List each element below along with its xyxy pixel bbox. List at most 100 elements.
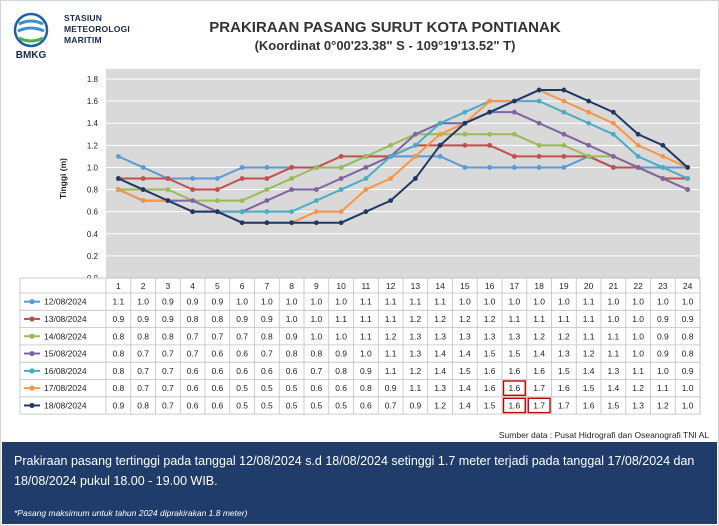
data-point [511,109,517,115]
series-line [117,111,689,213]
table-value: 0.9 [409,400,421,410]
data-point [165,176,171,181]
table-value: 1.2 [459,314,471,324]
data-point [115,153,121,159]
table-value: 1.3 [434,331,446,341]
x-tick-label: 2 [141,281,146,291]
table-value: 1.2 [583,349,595,359]
table-value: 0.7 [137,366,149,376]
data-point [165,198,171,204]
table-value: 1.2 [632,383,644,393]
data-point [685,165,691,170]
table-value: 1.2 [558,331,570,341]
data-point [635,131,641,137]
data-point [511,165,517,170]
data-point [313,209,319,215]
table-value: 1.4 [607,383,619,393]
x-tick-label: 16 [485,281,495,291]
table-value: 0.9 [682,366,694,376]
table-value: 1.3 [409,349,421,359]
table-value: 1.6 [583,400,595,410]
data-point [586,109,592,115]
table-value: 0.6 [187,366,199,376]
table-value: 0.8 [187,314,199,324]
table-value: 1.6 [508,366,520,376]
table-value: 1.1 [533,314,545,324]
table-value: 0.9 [187,297,199,307]
table-value: 0.6 [211,366,223,376]
table-value: 0.5 [335,400,347,410]
table-value: 0.9 [261,314,273,324]
x-tick-label: 22 [633,281,643,291]
table-value: 0.8 [112,383,124,393]
legend-marker-key [29,350,35,357]
table-value: 1.6 [558,383,570,393]
legend-label: 14/08/2024 [44,331,87,341]
table-value: 1.0 [236,297,248,307]
data-point [264,220,270,226]
legend-marker-key [29,368,35,374]
table-value: 1.1 [657,383,669,393]
table-value: 1.5 [484,400,496,410]
data-point [660,165,666,170]
data-point [289,220,295,226]
table-value: 0.7 [310,366,322,376]
x-tick-label: 3 [166,281,171,291]
data-point [115,187,121,192]
table-value: 0.7 [187,331,199,341]
data-point [363,165,369,170]
data-point [313,165,319,170]
data-point [214,187,220,192]
table-value: 1.3 [484,331,496,341]
bmkg-logo: BMKG [13,12,49,61]
data-point [412,153,418,159]
data-point [586,142,592,148]
data-point [140,176,146,181]
table-value: 1.4 [533,349,545,359]
table-value: 0.8 [310,349,322,359]
data-point [437,120,443,126]
legend-label: 16/08/2024 [44,366,87,376]
data-point [264,165,270,170]
source-note: Sumber data : Pusat Hidrografi dan Osean… [498,430,709,440]
table-value: 0.8 [162,331,174,341]
data-point [437,131,443,137]
data-point [338,153,344,159]
data-point [462,165,468,170]
table-value: 0.7 [385,400,397,410]
data-point [338,209,344,215]
data-point [462,120,468,126]
table-value: 1.0 [682,400,694,410]
table-value: 1.1 [409,383,421,393]
x-tick-label: 17 [510,281,520,291]
table-value: 1.2 [657,400,669,410]
data-point [388,142,394,148]
plot-area [106,69,700,278]
table-value: 1.5 [508,349,520,359]
table-value: 0.6 [236,366,248,376]
table-value: 0.9 [360,366,372,376]
table-value: 0.6 [335,383,347,393]
series-line [117,89,689,224]
table-value: 0.6 [187,400,199,410]
data-point [536,120,542,126]
table-value: 0.5 [236,383,248,393]
summary-panel: Prakiraan pasang tertinggi pada tanggal … [2,442,717,524]
table-value: 1.2 [434,400,446,410]
table-value: 0.5 [261,400,273,410]
data-point [610,109,616,115]
data-point [264,176,270,181]
table-value: 0.9 [112,314,124,324]
table-value: 0.8 [682,349,694,359]
y-tick-label: 1.2 [87,141,99,150]
table-value: 1.3 [607,366,619,376]
table-value: 1.2 [409,366,421,376]
data-point [239,165,245,170]
data-point [660,142,666,148]
summary-note: *Pasang maksimum untuk tahun 2024 diprak… [14,508,248,518]
table-value: 1.3 [459,331,471,341]
x-tick-label: 9 [314,281,319,291]
table-value: 1.4 [434,366,446,376]
chart-subtitle: (Koordinat 0°00'23.38" S - 109°19'13.52"… [254,38,516,53]
